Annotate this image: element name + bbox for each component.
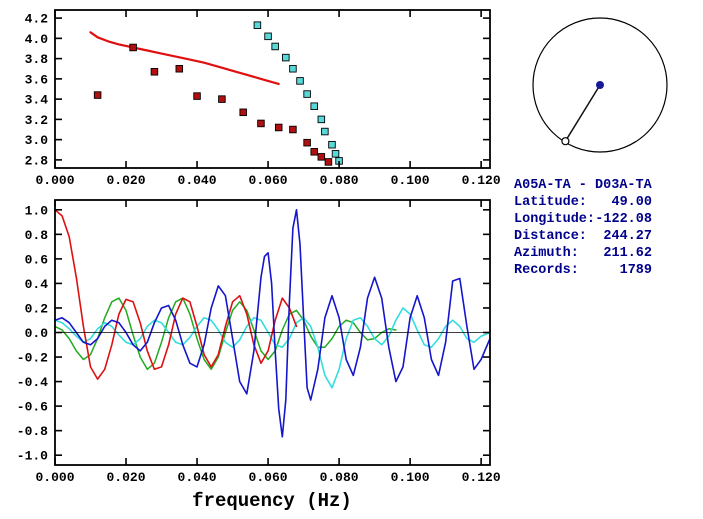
cross-correlation-plot: 0.000 0.020 0.040 0.060 0.080 0.100 0.120-1.0-… — [17, 199, 501, 485]
dispersion-y-tick-label: 4.0 — [25, 32, 49, 47]
dispersion-picks-cyan-marker — [282, 53, 290, 62]
waveform-y-tick-label: 0.8 — [25, 228, 49, 243]
waveform-series — [54, 209, 491, 438]
dispersion-picks-red-marker — [310, 148, 318, 156]
dispersion-picks-red-marker — [175, 64, 184, 73]
dispersion-picks-red — [93, 43, 333, 166]
dispersion-picks-cyan-marker — [253, 21, 262, 29]
dispersion-series — [89, 21, 343, 166]
dispersion-y-axis: 2.8 3.0 3.2 3.4 3.6 3.8 4.0 4.2 — [25, 12, 490, 168]
dispersion-y-tick-label: 3.2 — [25, 113, 49, 128]
dispersion-picks-red-marker — [324, 158, 333, 166]
dispersion-y-tick-label: 2.8 — [25, 153, 49, 168]
waveform-x-tick-label: 0.060 — [249, 470, 288, 485]
waveform-x-tick-label: 0.040 — [178, 470, 217, 485]
dispersion-frame: 0.000 0.020 0.040 0.060 0.080 0.100 0.120 2.8 3.… — [25, 9, 501, 188]
dispersion-x-tick-label: 0.040 — [178, 173, 217, 188]
waveform-y-tick-label: 0.6 — [25, 252, 49, 267]
remote-station-marker — [561, 137, 570, 146]
azimuth-label: Azimuth: — [514, 246, 579, 261]
great-circle-path — [564, 84, 601, 142]
dispersion-picks-cyan-marker — [331, 150, 340, 158]
waveform-x-tick-label: 0.020 — [107, 470, 146, 485]
dispersion-y-tick-label: 3.4 — [25, 93, 49, 108]
dispersion-picks-cyan-marker — [296, 77, 304, 85]
waveform-y-tick-label: 0.2 — [25, 301, 49, 316]
dispersion-picks-red-marker — [257, 119, 265, 128]
latitude-label: Latitude: — [514, 195, 587, 210]
dispersion-picks-red-marker — [303, 138, 311, 147]
dispersion-picks-red-marker — [218, 95, 226, 103]
dispersion-y-tick-label: 3.6 — [25, 72, 49, 87]
dispersion-picks-red-marker — [150, 68, 159, 76]
trace-blue — [54, 209, 491, 438]
dispersion-x-tick-label: 0.100 — [391, 173, 430, 188]
dispersion-picks-cyan-marker — [321, 127, 329, 136]
dispersion-picks-red-marker — [274, 123, 283, 132]
center-station-dot — [596, 81, 604, 89]
dispersion-picks-cyan-marker — [289, 64, 297, 73]
dispersion-picks-red-marker — [289, 125, 297, 134]
waveform-x-tick-label: 0.000 — [35, 470, 74, 485]
trace-green — [54, 297, 397, 371]
azimuth-value: 211.62 — [603, 246, 652, 261]
longitude-label: Longitude: — [514, 212, 595, 227]
dispersion-plot: 0.000 0.020 0.040 0.060 0.080 0.100 0.120 2.8 3.… — [25, 9, 501, 188]
azimuth-circle — [532, 17, 668, 153]
dispersion-box — [54, 9, 491, 169]
dispersion-x-tick-label: 0.060 — [249, 173, 288, 188]
waveform-x-tick-label: 0.100 — [391, 470, 430, 485]
waveform-y-axis: -1.0 -0.8 -0.6 -0.4 -0.2 0.0 0.2 0.4 0.6 0.8 1.0 — [17, 203, 490, 464]
waveform-y-tick-label: 0.0 — [25, 326, 49, 341]
waveform-y-tick-label: 0.4 — [25, 277, 49, 292]
waveform-y-tick-label: -0.6 — [17, 400, 48, 415]
dispersion-picks-cyan-marker — [303, 90, 311, 98]
dispersion-picks-red-marker — [93, 91, 102, 99]
waveform-y-tick-label: -1.0 — [17, 449, 48, 464]
dispersion-y-tick-label: 3.8 — [25, 52, 49, 67]
records-value: 1789 — [620, 263, 652, 278]
dispersion-picks-cyan — [253, 21, 343, 165]
station-pair-label: A05A-TA - D03A-TA — [514, 178, 653, 193]
dispersion-picks-cyan-marker — [271, 42, 279, 51]
dispersion-picks-red-marker — [193, 92, 201, 100]
dispersion-y-tick-label: 4.2 — [25, 12, 49, 27]
dispersion-x-axis: 0.000 0.020 0.040 0.060 0.080 0.100 0.120 — [35, 10, 501, 188]
station-info-panel: A05A-TA - D03A-TA Latitude: 49.00 Longit… — [514, 178, 653, 278]
azimuth-indicator — [532, 17, 668, 153]
dispersion-picks-cyan-marker — [310, 102, 318, 110]
waveform-y-tick-label: -0.2 — [17, 351, 48, 366]
longitude-value: -122.08 — [595, 212, 652, 227]
dispersion-picks-red-marker — [239, 108, 247, 117]
waveform-y-tick-label: -0.4 — [17, 375, 48, 390]
waveform-y-tick-label: 1.0 — [25, 203, 49, 218]
waveform-frame: 0.000 0.020 0.040 0.060 0.080 0.100 0.120-1.0-… — [17, 199, 501, 485]
dispersion-picks-red-marker — [317, 153, 326, 161]
waveform-x-axis: 0.000 0.020 0.040 0.060 0.080 0.100 0.120 — [35, 200, 501, 485]
phase-velocity-curve — [89, 31, 280, 86]
distance-label: Distance: — [514, 229, 587, 244]
dispersion-x-tick-label: 0.000 — [35, 173, 74, 188]
waveform-x-tick-label: 0.120 — [462, 470, 501, 485]
distance-value: 244.27 — [603, 229, 652, 244]
dispersion-x-tick-label: 0.120 — [462, 173, 501, 188]
dispersion-picks-cyan-marker — [317, 115, 326, 124]
trace-red — [54, 209, 298, 380]
dispersion-y-tick-label: 3.0 — [25, 133, 49, 148]
dispersion-picks-cyan-marker — [328, 140, 336, 149]
dispersion-x-tick-label: 0.080 — [320, 173, 359, 188]
latitude-value: 49.00 — [611, 195, 652, 210]
x-axis-title: frequency (Hz) — [192, 490, 352, 512]
dispersion-picks-cyan-marker — [264, 32, 272, 41]
dispersion-picks-red-marker — [129, 43, 137, 52]
waveform-y-tick-label: -0.8 — [17, 424, 48, 439]
waveform-x-tick-label: 0.080 — [320, 470, 359, 485]
dispersion-x-tick-label: 0.020 — [107, 173, 146, 188]
records-label: Records: — [514, 263, 579, 278]
